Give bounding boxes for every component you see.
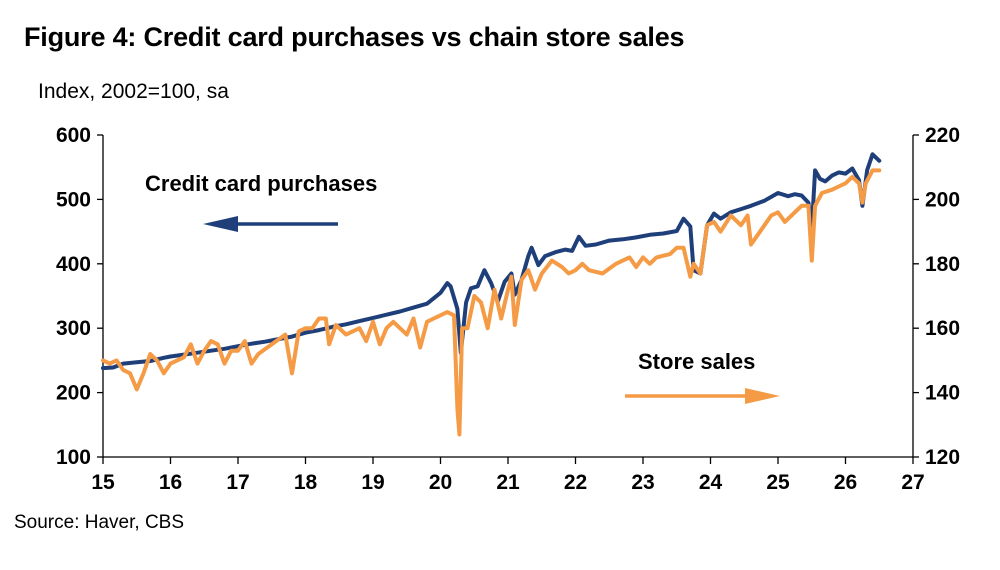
x-tick-label: 21 bbox=[496, 471, 520, 494]
x-tick-label: 16 bbox=[159, 471, 182, 494]
y-right-tick-label: 220 bbox=[925, 124, 960, 147]
annotation-store-sales-arrow-head bbox=[745, 388, 780, 404]
y-left-tick-label: 400 bbox=[56, 253, 91, 276]
y-right-tick-label: 200 bbox=[925, 188, 960, 211]
series-line-store-sales bbox=[101, 168, 882, 437]
x-tick-label: 20 bbox=[429, 471, 452, 494]
x-tick-label: 25 bbox=[766, 471, 790, 494]
y-left-tick-label: 500 bbox=[56, 188, 91, 211]
x-tick-label: 26 bbox=[834, 471, 857, 494]
y-right-tick-label: 120 bbox=[925, 446, 960, 469]
x-tick-label: 15 bbox=[91, 471, 115, 494]
x-tick-label: 23 bbox=[631, 471, 654, 494]
y-left-tick-label: 300 bbox=[56, 317, 91, 340]
y-left-tick-label: 100 bbox=[56, 446, 91, 469]
x-tick-label: 24 bbox=[699, 471, 723, 494]
x-tick-label: 18 bbox=[294, 471, 318, 494]
x-tick-label: 19 bbox=[361, 471, 384, 494]
x-tick-label: 22 bbox=[564, 471, 587, 494]
chart-subtitle: Index, 2002=100, sa bbox=[38, 80, 229, 103]
annotation-credit-card-label: Credit card purchases bbox=[145, 171, 377, 196]
source-note: Source: Haver, CBS bbox=[14, 512, 185, 533]
y-right-tick-label: 160 bbox=[925, 317, 960, 340]
annotation-store-sales-label: Store sales bbox=[638, 349, 755, 374]
y-left-tick-label: 600 bbox=[56, 124, 91, 147]
annotation-credit-card-arrow-head bbox=[203, 216, 238, 232]
y-left-tick-label: 200 bbox=[56, 382, 91, 405]
y-right-tick-label: 140 bbox=[925, 382, 960, 405]
x-tick-label: 17 bbox=[226, 471, 249, 494]
chart-title: Figure 4: Credit card purchases vs chain… bbox=[24, 22, 685, 52]
y-right-tick-label: 180 bbox=[925, 253, 960, 276]
x-tick-label: 27 bbox=[901, 471, 924, 494]
